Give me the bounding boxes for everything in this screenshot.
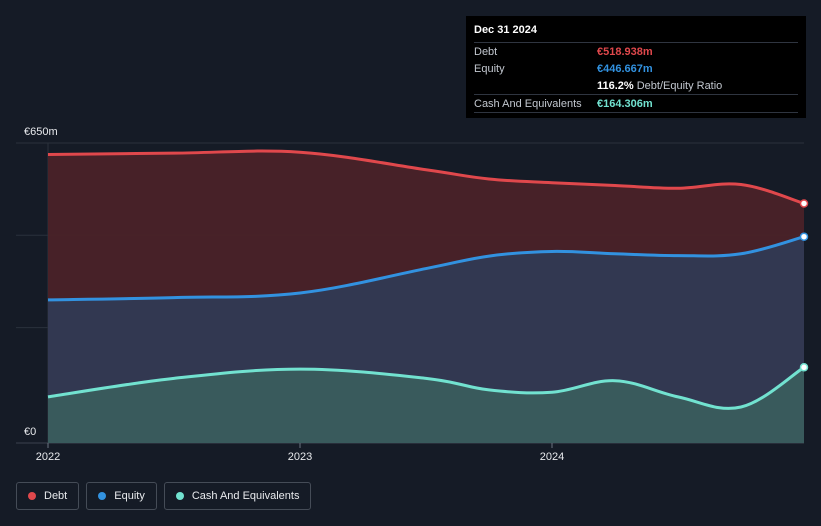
y-label-bottom: €0 (24, 426, 36, 438)
tooltip-equity-value: €446.667m (597, 63, 653, 75)
y-label-top: €650m (24, 126, 58, 138)
tooltip-date: Dec 31 2024 (474, 24, 537, 36)
line-debt (47, 149, 805, 205)
tooltip-cash-label: Cash And Equivalents (474, 98, 582, 110)
line-cash-and-equivalents (47, 366, 805, 410)
tooltip-equity-label: Equity (474, 63, 505, 75)
legend-label-cash: Cash And Equivalents (191, 490, 300, 502)
legend-item-equity[interactable]: Equity (86, 482, 157, 510)
tooltip-cash-value: €164.306m (597, 98, 653, 110)
legend-dot-cash (175, 492, 184, 500)
tooltip-debt-label: Debt (474, 46, 498, 58)
x-tick-label-2024: 2024 (540, 451, 564, 463)
tooltip-row-cash: Cash And Equivalents €164.306m (474, 94, 798, 113)
tooltip-ratio-value: 116.2% (597, 80, 634, 92)
area-cash-and-equivalents (48, 367, 804, 443)
tooltip-ratio-label (474, 78, 597, 94)
end-point-debt (799, 199, 809, 208)
legend-item-cash[interactable]: Cash And Equivalents (163, 482, 312, 510)
end-point-cash-and-equivalents (799, 363, 809, 372)
legend-dot-debt (28, 492, 36, 500)
tooltip-row-ratio: 116.2% Debt/Equity Ratio (474, 77, 798, 94)
x-tick-label-2022: 2022 (36, 451, 60, 463)
tooltip-panel: Dec 31 2024 Debt €518.938m Equity €446.6… (466, 16, 806, 118)
tooltip-ratio-suffix: Debt/Equity Ratio (636, 80, 723, 92)
legend-item-debt[interactable]: Debt (16, 482, 80, 510)
chart-legend: Debt Equity Cash And Equivalents (16, 482, 312, 510)
end-point-equity (799, 232, 809, 241)
tooltip-debt-value: €518.938m (597, 46, 653, 58)
legend-dot-equity (98, 492, 107, 500)
legend-label-debt: Debt (44, 490, 68, 502)
tooltip-row-equity: Equity €446.667m (474, 60, 798, 77)
line-equity (47, 235, 805, 302)
legend-label-equity: Equity (114, 490, 145, 502)
x-tick-label-2023: 2023 (288, 451, 312, 463)
tooltip-row-debt: Debt €518.938m (474, 42, 798, 60)
